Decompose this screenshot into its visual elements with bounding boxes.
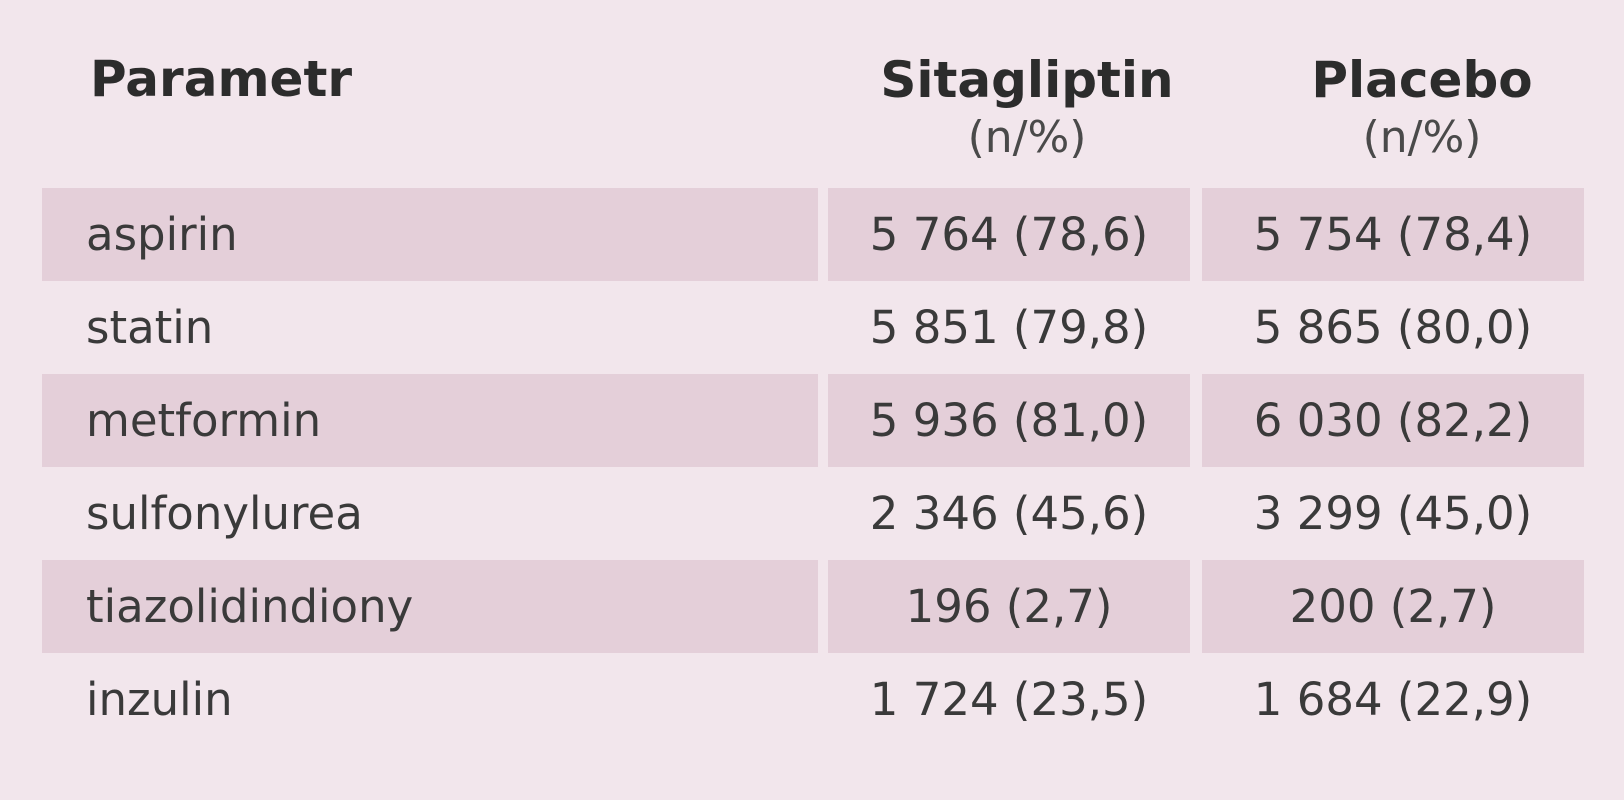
table-row: metformin 5 936 (81,0) 6 030 (82,2) [42, 374, 1584, 467]
table-row: tiazolidindiony 196 (2,7) 200 (2,7) [42, 560, 1584, 653]
row-placebo-value: 1 684 (22,9) [1253, 673, 1533, 726]
row-parameter: statin [86, 301, 214, 354]
row-sitagliptin-value: 5 764 (78,6) [828, 188, 1190, 281]
header-placebo-name: Placebo [1311, 51, 1533, 109]
row-sitagliptin-value: 2 346 (45,6) [869, 487, 1149, 540]
header-placebo: Placebo (n/%) [1218, 50, 1624, 166]
table-row: inzulin 1 724 (23,5) 1 684 (22,9) [42, 653, 1584, 746]
table-header: Parametr Sitagliptin (n/%) Placebo (n/%) [42, 38, 1584, 188]
row-sitagliptin-value: 196 (2,7) [828, 560, 1190, 653]
header-sitagliptin-name: Sitagliptin [880, 51, 1174, 109]
row-placebo-value: 5 754 (78,4) [1202, 188, 1584, 281]
row-parameter: metformin [42, 374, 818, 467]
row-parameter: inzulin [86, 673, 233, 726]
row-placebo-value: 6 030 (82,2) [1202, 374, 1584, 467]
table-row: sulfonylurea 2 346 (45,6) 3 299 (45,0) [42, 467, 1584, 560]
row-sitagliptin-value: 1 724 (23,5) [869, 673, 1149, 726]
header-sitagliptin-unit: (n/%) [967, 112, 1087, 163]
header-placebo-unit: (n/%) [1362, 112, 1482, 163]
row-parameter: tiazolidindiony [42, 560, 818, 653]
row-placebo-value: 5 865 (80,0) [1253, 301, 1533, 354]
row-placebo-value: 200 (2,7) [1202, 560, 1584, 653]
table-row: aspirin 5 764 (78,6) 5 754 (78,4) [42, 188, 1584, 281]
header-parameter: Parametr [90, 50, 353, 108]
header-sitagliptin: Sitagliptin (n/%) [832, 50, 1222, 166]
row-sitagliptin-value: 5 936 (81,0) [828, 374, 1190, 467]
row-parameter: sulfonylurea [86, 487, 363, 540]
medication-table: Parametr Sitagliptin (n/%) Placebo (n/%)… [42, 38, 1584, 746]
row-placebo-value: 3 299 (45,0) [1253, 487, 1533, 540]
row-sitagliptin-value: 5 851 (79,8) [869, 301, 1149, 354]
row-parameter: aspirin [42, 188, 818, 281]
table-row: statin 5 851 (79,8) 5 865 (80,0) [42, 281, 1584, 374]
